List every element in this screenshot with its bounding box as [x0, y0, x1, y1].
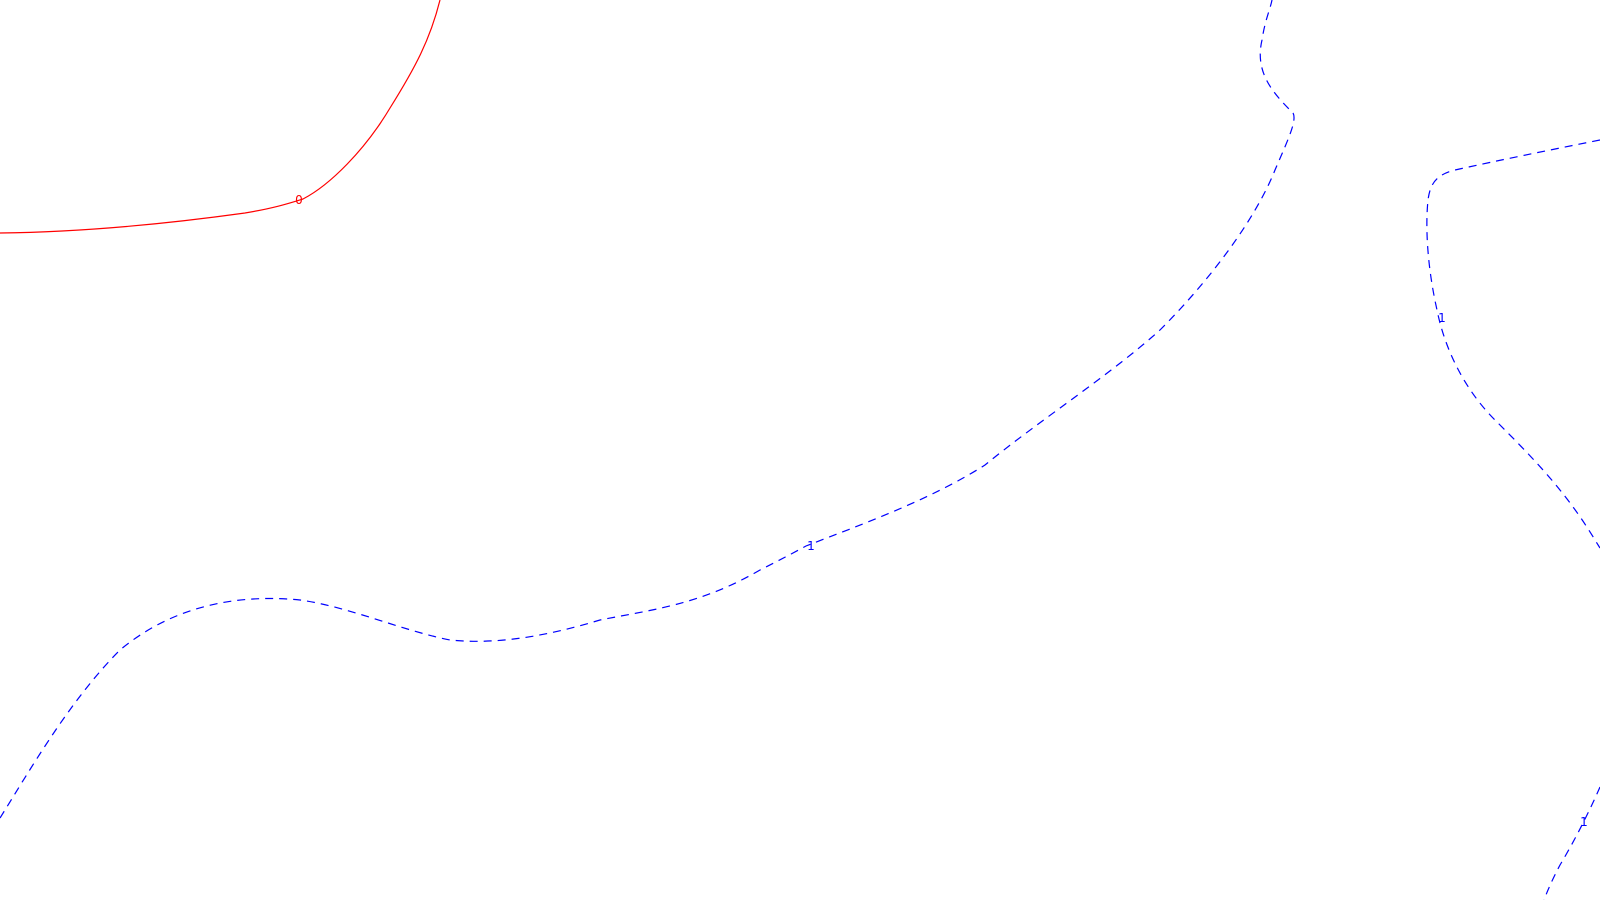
contour-1-line-right — [1426, 139, 1600, 549]
contour-1-label-main: 1 — [807, 539, 815, 553]
contour-1-label-bottom-right: 1 — [1580, 815, 1588, 829]
contour-1-label-right: 1 — [1438, 311, 1446, 325]
contour-level-0: 0 — [0, 0, 441, 234]
contour-1-line-bottom-right — [1543, 786, 1600, 901]
contour-1-line-main — [0, 0, 1295, 819]
contour-0-label: 0 — [295, 193, 303, 207]
contour-0-line — [0, 0, 441, 234]
